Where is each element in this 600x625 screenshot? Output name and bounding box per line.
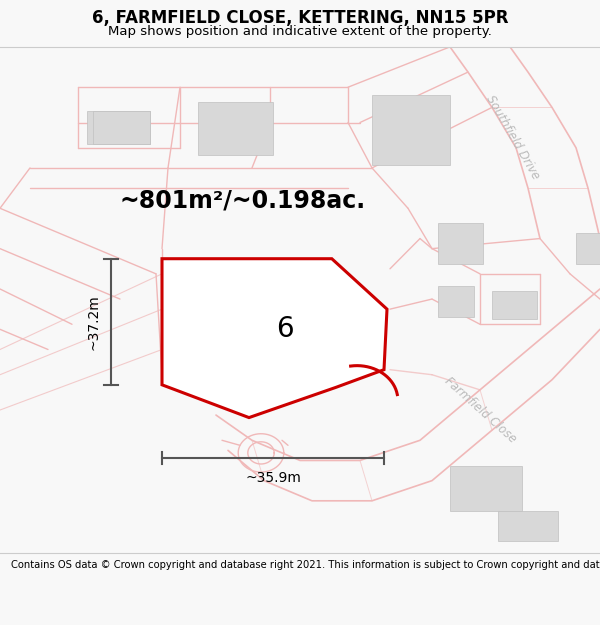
Text: ~37.2m: ~37.2m: [86, 294, 100, 349]
Bar: [228, 294, 324, 347]
Bar: [438, 223, 483, 264]
Bar: [576, 234, 600, 264]
Text: ~801m²/~0.198ac.: ~801m²/~0.198ac.: [120, 189, 366, 213]
Text: Southfield Drive: Southfield Drive: [484, 93, 542, 182]
Bar: [498, 511, 558, 541]
Text: 6: 6: [276, 316, 294, 343]
Bar: [372, 95, 450, 166]
Text: ~35.9m: ~35.9m: [245, 471, 301, 484]
Text: 6, FARMFIELD CLOSE, KETTERING, NN15 5PR: 6, FARMFIELD CLOSE, KETTERING, NN15 5PR: [92, 9, 508, 28]
Bar: [87, 111, 150, 144]
Bar: [438, 286, 474, 317]
Bar: [450, 466, 522, 511]
Bar: [198, 102, 273, 156]
Text: Contains OS data © Crown copyright and database right 2021. This information is : Contains OS data © Crown copyright and d…: [11, 560, 600, 570]
Text: Map shows position and indicative extent of the property.: Map shows position and indicative extent…: [108, 26, 492, 39]
Polygon shape: [162, 259, 387, 418]
Text: Farmfield Close: Farmfield Close: [442, 374, 518, 446]
Bar: [492, 291, 537, 319]
Bar: [93, 111, 150, 144]
